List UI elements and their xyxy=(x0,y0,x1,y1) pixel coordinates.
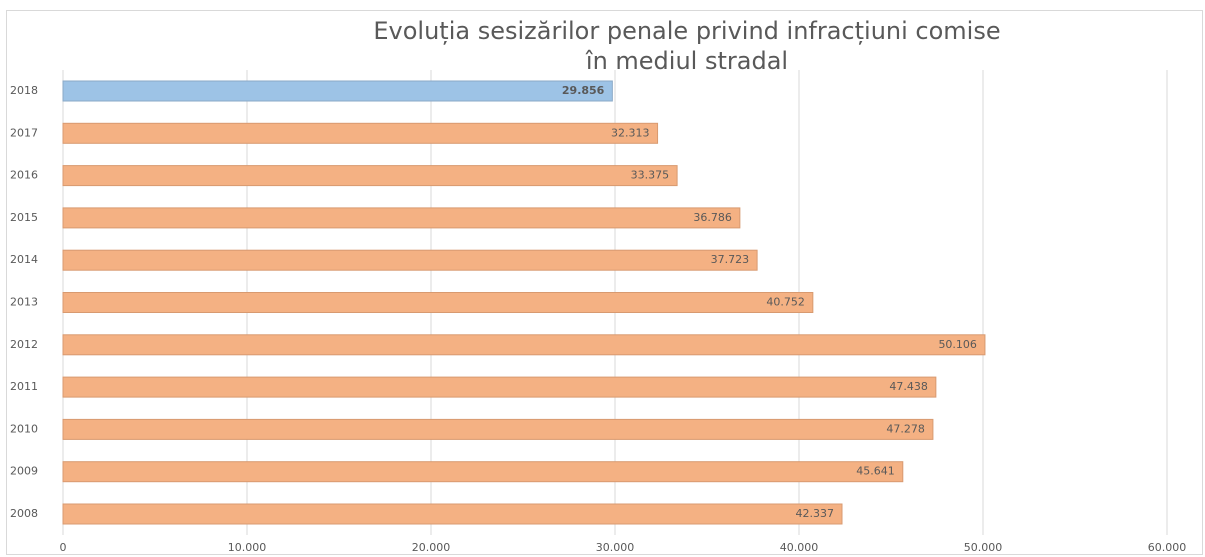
y-tick-label: 2008 xyxy=(10,507,38,520)
data-label: 47.438 xyxy=(889,380,928,393)
data-label: 47.278 xyxy=(886,422,925,435)
bar xyxy=(62,292,814,313)
y-tick-label: 2017 xyxy=(10,126,38,139)
data-label: 33.375 xyxy=(631,169,670,182)
data-label: 40.752 xyxy=(766,296,805,309)
y-tick-label: 2018 xyxy=(10,84,38,97)
chart-frame xyxy=(6,10,1203,555)
bar xyxy=(62,461,904,483)
x-tick-label: 10.000 xyxy=(228,541,267,554)
y-tick-label: 2014 xyxy=(10,253,38,266)
data-label: 32.313 xyxy=(611,126,650,139)
data-label: 37.723 xyxy=(711,253,750,266)
bar xyxy=(62,334,986,356)
bar xyxy=(62,122,659,144)
y-tick-label: 2015 xyxy=(10,211,38,224)
x-tick-label: 0 xyxy=(60,541,67,554)
data-label: 45.641 xyxy=(856,465,895,478)
bar xyxy=(62,418,934,440)
x-tick-label: 50.000 xyxy=(964,541,1003,554)
y-tick-label: 2011 xyxy=(10,380,38,393)
y-tick-label: 2016 xyxy=(10,169,38,182)
bar xyxy=(62,376,937,398)
bar xyxy=(62,165,678,187)
x-tick-label: 60.000 xyxy=(1148,541,1187,554)
x-tick-label: 20.000 xyxy=(412,541,451,554)
data-label: 42.337 xyxy=(796,507,835,520)
chart-title: Evoluția sesizărilor penale privind infr… xyxy=(373,17,1000,45)
data-label: 29.856 xyxy=(562,84,605,97)
bar xyxy=(62,503,843,525)
chart-title: în mediul stradal xyxy=(585,47,788,75)
x-tick-label: 30.000 xyxy=(596,541,635,554)
y-tick-label: 2009 xyxy=(10,465,38,478)
y-tick-label: 2010 xyxy=(10,422,38,435)
data-label: 50.106 xyxy=(938,338,977,351)
bar xyxy=(62,249,758,271)
y-tick-label: 2012 xyxy=(10,338,38,351)
bar xyxy=(62,80,613,102)
bar xyxy=(62,207,741,229)
data-label: 36.786 xyxy=(693,211,732,224)
x-tick-label: 40.000 xyxy=(780,541,819,554)
y-tick-label: 2013 xyxy=(10,296,38,309)
